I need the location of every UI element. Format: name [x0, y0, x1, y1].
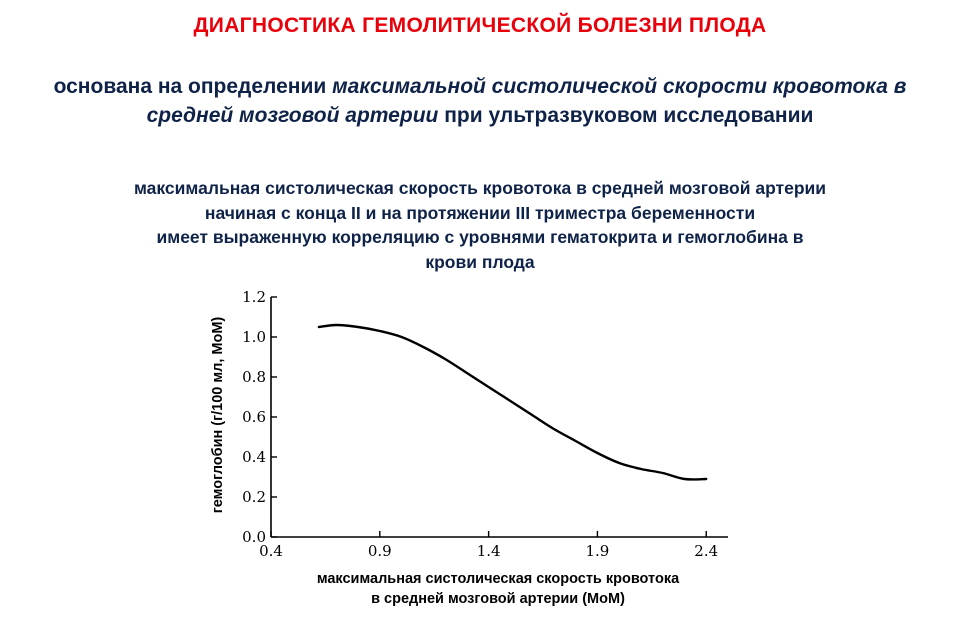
x-axis-title-line: максимальная систолическая скорость кров…	[317, 571, 680, 587]
y-tick-label: 0.8	[242, 368, 266, 386]
subtitle-emphasis: максимальной систолической скорости кров…	[146, 75, 907, 127]
y-tick-label: 1.0	[242, 328, 266, 346]
description-line-3: имеет выраженную корреляцию с уровнями г…	[156, 227, 804, 247]
x-tick-label: 2.4	[694, 542, 718, 560]
description-line-1: максимальная систолическая скорость кров…	[133, 178, 827, 198]
x-axis-title-line: в средней мозговой артерии (МоМ)	[371, 591, 625, 607]
subtitle-part-3: при ультразвуковом исследовании	[438, 104, 814, 127]
y-tick-label: 0.4	[242, 448, 266, 466]
y-tick-label: 1.2	[242, 288, 266, 306]
description-line-4: крови плода	[425, 251, 535, 272]
x-tick-label: 1.9	[585, 542, 609, 560]
subtitle-part-1: основана на определении	[53, 75, 333, 98]
slide-subtitle: основана на определении максимальной сис…	[40, 72, 920, 130]
slide-title: ДИАГНОСТИКА ГЕМОЛИТИЧЕСКОЙ БОЛЕЗНИ ПЛОДА	[193, 14, 767, 37]
y-tick-label: 0.0	[242, 528, 266, 546]
y-tick-label: 0.6	[242, 408, 266, 426]
y-axis-title: гемоглобин (г/100 мл, МоМ)	[210, 317, 226, 514]
y-tick-label: 0.2	[242, 488, 266, 506]
description-line-2: начиная с конца II и на протяжении III т…	[204, 202, 756, 223]
x-tick-label: 0.4	[259, 542, 283, 560]
x-tick-label: 0.9	[368, 542, 392, 560]
hemoglobin-curve	[317, 323, 708, 481]
x-tick-label: 1.4	[477, 542, 501, 560]
slide-description: максимальная систолическая скорость кров…	[40, 176, 920, 274]
